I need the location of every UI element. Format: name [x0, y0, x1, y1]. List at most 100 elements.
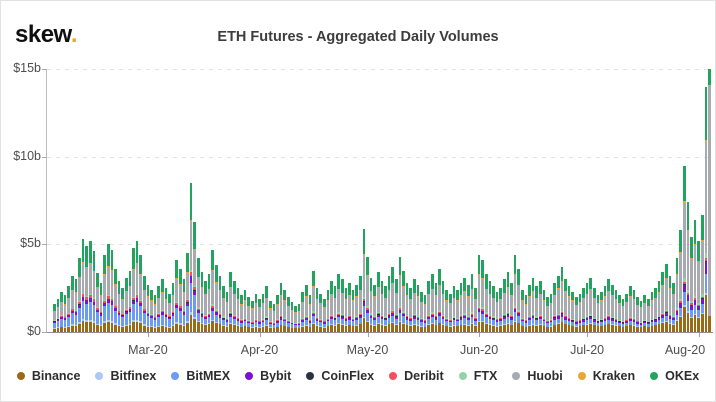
volume-bar[interactable] [369, 277, 373, 332]
volume-bar[interactable] [125, 277, 128, 332]
volume-bar[interactable] [384, 286, 387, 332]
volume-bar[interactable] [89, 240, 92, 332]
volume-bar[interactable] [81, 239, 85, 332]
volume-bar[interactable] [179, 268, 182, 332]
volume-bar[interactable] [207, 274, 211, 332]
legend-item-okex[interactable]: OKEx [650, 369, 699, 383]
volume-bar[interactable] [636, 297, 639, 332]
volume-bar[interactable] [344, 288, 348, 332]
volume-bar[interactable] [96, 272, 99, 332]
volume-bar[interactable] [467, 284, 470, 332]
volume-bar[interactable] [395, 279, 398, 332]
volume-bar[interactable] [261, 293, 265, 332]
volume-bar[interactable] [704, 86, 708, 332]
volume-bar[interactable] [315, 288, 319, 332]
volume-bar[interactable] [449, 293, 452, 332]
volume-bar[interactable] [463, 277, 466, 332]
volume-bar[interactable] [528, 284, 531, 332]
volume-bar[interactable] [621, 298, 625, 332]
volume-bar[interactable] [632, 290, 636, 332]
volume-bar[interactable] [269, 300, 272, 332]
volume-bar[interactable] [398, 256, 402, 332]
volume-bar[interactable] [611, 284, 614, 332]
volume-bar[interactable] [225, 291, 229, 332]
volume-bar[interactable] [319, 293, 322, 332]
volume-bar[interactable] [690, 237, 693, 332]
volume-bar[interactable] [305, 284, 308, 332]
volume-bar[interactable] [661, 272, 664, 332]
volume-bar[interactable] [546, 297, 549, 332]
volume-bar[interactable] [107, 244, 110, 332]
volume-bar[interactable] [258, 298, 261, 332]
volume-bar[interactable] [132, 247, 135, 332]
volume-bar[interactable] [647, 298, 650, 332]
volume-bar[interactable] [708, 69, 711, 332]
volume-bar[interactable] [405, 283, 409, 332]
volume-bar[interactable] [423, 295, 427, 332]
volume-bar[interactable] [625, 293, 628, 332]
volume-bar[interactable] [67, 286, 70, 332]
volume-bar[interactable] [488, 281, 492, 332]
volume-bar[interactable] [297, 304, 301, 332]
volume-bar[interactable] [416, 284, 420, 332]
volume-bar[interactable] [359, 275, 362, 332]
volume-bar[interactable] [445, 290, 448, 332]
volume-bar[interactable] [549, 293, 553, 332]
volume-bar[interactable] [539, 281, 542, 332]
volume-bar[interactable] [233, 281, 236, 332]
volume-bar[interactable] [434, 283, 438, 332]
volume-bar[interactable] [312, 270, 315, 332]
volume-bar[interactable] [333, 286, 337, 332]
volume-bar[interactable] [639, 300, 643, 332]
volume-bar[interactable] [560, 267, 564, 332]
volume-bar[interactable] [495, 291, 499, 332]
volume-bar[interactable] [701, 214, 704, 332]
volume-bar[interactable] [143, 275, 146, 332]
volume-bar[interactable] [193, 221, 196, 332]
volume-bar[interactable] [215, 265, 218, 332]
volume-bar[interactable] [211, 249, 214, 332]
volume-bar[interactable] [575, 297, 578, 332]
volume-bar[interactable] [287, 297, 290, 332]
volume-bar[interactable] [693, 219, 697, 332]
volume-bar[interactable] [135, 240, 139, 332]
volume-bar[interactable] [204, 281, 207, 332]
volume-bar[interactable] [236, 288, 240, 332]
volume-bar[interactable] [657, 281, 661, 332]
volume-bar[interactable] [171, 283, 175, 332]
volume-bar[interactable] [618, 295, 621, 332]
volume-bar[interactable] [272, 304, 276, 332]
volume-bar[interactable] [153, 295, 157, 332]
volume-bar[interactable] [582, 288, 585, 332]
volume-bar[interactable] [650, 291, 654, 332]
volume-bar[interactable] [377, 272, 380, 332]
volume-bar[interactable] [596, 295, 600, 332]
volume-bar[interactable] [351, 290, 355, 332]
volume-bar[interactable] [603, 286, 607, 332]
legend-item-ftx[interactable]: FTX [458, 369, 497, 383]
volume-bar[interactable] [182, 279, 186, 332]
volume-bar[interactable] [629, 286, 632, 332]
volume-bar[interactable] [175, 260, 178, 332]
legend-item-bybit[interactable]: Bybit [245, 369, 291, 383]
volume-bar[interactable] [150, 289, 153, 332]
volume-bar[interactable] [524, 295, 528, 332]
volume-bar[interactable] [593, 288, 596, 332]
volume-bar[interactable] [161, 279, 164, 332]
volume-bar[interactable] [513, 254, 517, 332]
volume-bar[interactable] [85, 246, 88, 332]
volume-bar[interactable] [654, 288, 657, 332]
volume-bar[interactable] [308, 295, 312, 332]
volume-bar[interactable] [452, 286, 456, 332]
volume-bar[interactable] [265, 286, 268, 332]
volume-bar[interactable] [78, 258, 81, 332]
volume-bar[interactable] [438, 268, 441, 332]
volume-bar[interactable] [240, 295, 243, 332]
legend-item-binance[interactable]: Binance [16, 369, 80, 383]
volume-bar[interactable] [387, 275, 391, 332]
volume-bar[interactable] [607, 279, 610, 332]
legend-item-bitfinex[interactable]: Bitfinex [95, 369, 156, 383]
volume-bar[interactable] [247, 297, 250, 332]
volume-bar[interactable] [470, 274, 474, 332]
legend-item-deribit[interactable]: Deribit [389, 369, 444, 383]
